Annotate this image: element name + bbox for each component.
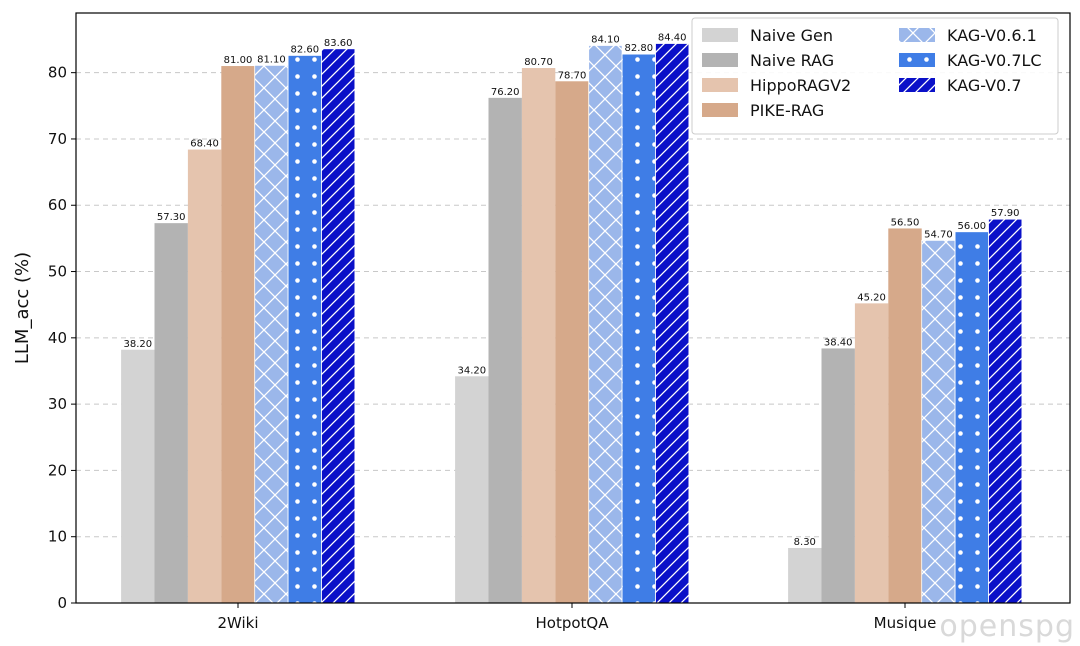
bar-kag-v0-7 — [321, 48, 356, 604]
bar-kag-v0-7 — [988, 218, 1023, 604]
bar-pike-rag — [555, 81, 589, 604]
legend-swatch — [899, 78, 935, 92]
data-label: 45.20 — [857, 292, 886, 303]
legend-label: PIKE-RAG — [750, 101, 824, 120]
x-tick-label: HotpotQA — [536, 614, 610, 632]
data-label: 56.00 — [957, 221, 986, 232]
legend-label: Naive Gen — [750, 26, 833, 45]
legend-label: Naive RAG — [750, 51, 834, 70]
data-label: 82.60 — [290, 44, 319, 55]
bar-kag-v0-6-1 — [921, 239, 956, 604]
legend-swatch — [702, 53, 738, 67]
axes-group: 0 10 20 30 40 50 60 70 80 2Wiki HotpotQA Musique — [48, 64, 936, 632]
data-label: 8.30 — [794, 537, 816, 548]
legend-swatch — [899, 28, 935, 42]
x-tick-label: Musique — [874, 614, 937, 632]
y-axis-label: LLM_acc (%) — [12, 252, 33, 364]
data-label: 84.40 — [658, 32, 687, 43]
watermark: openspg — [939, 609, 1075, 644]
bar-kag-v0-7 — [655, 43, 690, 604]
y-tick-label: 70 — [48, 130, 67, 148]
legend-swatch — [702, 103, 738, 117]
data-label: 82.80 — [624, 43, 653, 54]
bars-group — [121, 43, 1023, 604]
data-label: 68.40 — [190, 139, 219, 150]
legend: Naive Gen Naive RAG HippoRAGV2 PIKE-RAG KAG-… — [691, 17, 1059, 135]
data-label: 34.20 — [457, 365, 486, 376]
legend-box — [691, 17, 1059, 135]
data-label: 38.20 — [123, 339, 152, 350]
data-label: 38.40 — [824, 337, 853, 348]
bar-kag-v0-7lc — [621, 53, 656, 604]
legend-label: KAG-V0.7LC — [947, 51, 1042, 70]
bar-naive-gen — [788, 547, 822, 603]
bar-pike-rag — [221, 66, 255, 604]
data-label: 81.10 — [257, 54, 286, 65]
bar-kag-v0-7lc — [287, 55, 322, 604]
bar-kag-v0-6-1 — [588, 45, 623, 604]
legend-swatch — [702, 28, 738, 42]
data-label: 54.70 — [924, 229, 953, 240]
data-label: 81.00 — [224, 55, 253, 66]
y-tick-label: 50 — [48, 263, 67, 281]
bar-pike-rag — [888, 228, 922, 603]
bar-hipporagv2 — [854, 303, 889, 603]
data-label: 80.70 — [524, 57, 553, 68]
legend-label: KAG-V0.7 — [947, 76, 1022, 95]
legend-label: HippoRAGV2 — [750, 76, 851, 95]
data-label: 57.30 — [157, 212, 186, 223]
data-labels-group: 38.20 57.30 68.40 81.00 81.10 82.60 83.60 34.20… — [123, 32, 1019, 547]
bar-naive-rag — [154, 223, 188, 604]
data-label: 83.60 — [324, 38, 353, 49]
y-tick-label: 10 — [48, 528, 67, 546]
bar-hipporagv2 — [187, 149, 222, 603]
data-label: 78.70 — [558, 70, 587, 81]
bar-hipporagv2 — [521, 68, 556, 604]
legend-label: KAG-V0.6.1 — [947, 26, 1037, 45]
bar-naive-gen — [455, 376, 489, 603]
data-label: 57.90 — [991, 208, 1020, 219]
bar-naive-rag — [821, 348, 855, 603]
legend-swatch — [899, 53, 935, 67]
bar-kag-v0-7lc — [954, 231, 989, 604]
y-tick-label: 80 — [48, 64, 67, 82]
y-tick-label: 20 — [48, 461, 67, 479]
x-tick-label: 2Wiki — [217, 614, 258, 632]
y-tick-label: 40 — [48, 329, 67, 347]
data-label: 56.50 — [891, 217, 920, 228]
bar-naive-rag — [488, 97, 522, 603]
bar-kag-v0-6-1 — [254, 64, 289, 604]
legend-swatch — [702, 78, 738, 92]
data-label: 76.20 — [491, 87, 520, 98]
bar-naive-gen — [121, 349, 155, 603]
y-tick-label: 0 — [57, 594, 67, 612]
plot-frame — [75, 12, 1071, 604]
y-tick-label: 60 — [48, 196, 67, 214]
y-tick-label: 30 — [48, 395, 67, 413]
data-label: 84.10 — [591, 34, 620, 45]
